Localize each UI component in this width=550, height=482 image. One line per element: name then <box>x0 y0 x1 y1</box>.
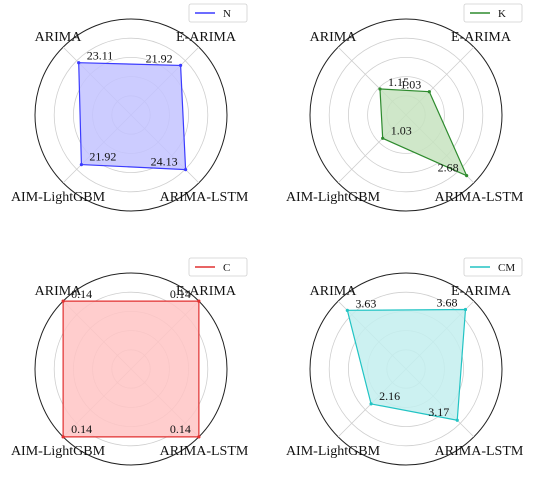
outer-ring <box>34 272 228 466</box>
value-label-arima-lstm: 0.14 <box>170 422 191 436</box>
grid-ring <box>53 291 209 447</box>
data-point-aim-lightgbm <box>79 162 84 167</box>
legend-label: K <box>498 8 506 20</box>
data-point-arima-lstm <box>183 167 188 172</box>
data-point-e-arima <box>427 90 431 94</box>
legend-box <box>463 257 523 277</box>
legend-box <box>463 3 523 23</box>
axis-label-arima-lstm: ARIMA-LSTM <box>160 190 249 205</box>
data-point-aim-lightgbm <box>61 435 65 439</box>
value-label-e-arima: 0.14 <box>170 287 191 301</box>
value-label-arima: 23.11 <box>87 49 114 63</box>
data-point-arima-lstm <box>455 418 459 422</box>
data-point-aim-lightgbm <box>381 136 385 140</box>
data-point-e-arima <box>197 299 201 303</box>
value-label-aim-lightgbm: 0.14 <box>71 422 92 436</box>
grid-ring <box>73 57 189 173</box>
value-label-arima: 3.63 <box>355 296 376 310</box>
legend: CM <box>463 257 523 277</box>
grid-ring <box>53 37 209 193</box>
axis-label-aim-lightgbm: AIM-LightGBM <box>286 444 381 459</box>
grid-ring <box>367 76 445 154</box>
value-label-arima: 0.14 <box>71 287 92 301</box>
data-point-arima <box>378 87 382 91</box>
outer-ring <box>309 18 503 212</box>
axis-label-e-arima: E-ARIMA <box>451 284 512 299</box>
value-label-arima-lstm: 2.68 <box>438 161 459 175</box>
radar-chart-n: 23.11 21.92 24.13 21.92 ARIMA E-ARIMA ARIMA-LS… <box>11 3 249 212</box>
value-label-arima-lstm: 3.17 <box>428 405 449 419</box>
value-label-aim-lightgbm: 21.92 <box>89 150 116 164</box>
legend-box <box>188 257 248 277</box>
legend: C <box>188 257 248 277</box>
value-label-arima-lstm: 24.13 <box>151 155 178 169</box>
axis-label-e-arima: E-ARIMA <box>451 30 512 45</box>
value-label-arima: 1.15 <box>388 75 409 89</box>
axis-label-aim-lightgbm: AIM-LightGBM <box>286 190 381 205</box>
legend-box <box>188 3 248 23</box>
axis-label-arima-lstm: ARIMA-LSTM <box>435 444 524 459</box>
value-label-aim-lightgbm: 1.03 <box>391 123 412 137</box>
legend-label: N <box>223 8 231 20</box>
data-point-arima <box>61 299 65 303</box>
grid-ring <box>328 37 484 193</box>
axis-label-arima-lstm: ARIMA-LSTM <box>435 190 524 205</box>
axis-label-arima-lstm: ARIMA-LSTM <box>160 444 249 459</box>
grid-ring <box>328 291 484 447</box>
value-label-aim-lightgbm: 2.16 <box>379 389 400 403</box>
data-point-arima-lstm <box>465 174 469 178</box>
radar-chart-cm: 3.63 3.68 3.17 2.16 ARIMA E-ARIMA ARIMA-LSTM AI… <box>286 257 524 466</box>
data-point-arima <box>345 308 349 312</box>
data-point-arima-lstm <box>197 435 201 439</box>
axis-label-e-arima: E-ARIMA <box>176 284 237 299</box>
data-point-e-arima <box>463 307 468 312</box>
legend-label: CM <box>498 262 515 274</box>
axis-label-e-arima: E-ARIMA <box>176 30 237 45</box>
series-area-cm <box>346 308 467 421</box>
value-label-e-arima: 21.92 <box>146 51 173 65</box>
axis-label-arima: ARIMA <box>35 284 83 299</box>
legend: N <box>188 3 248 23</box>
data-point-aim-lightgbm <box>369 402 373 406</box>
series-area-c <box>62 300 200 438</box>
outer-ring <box>309 272 503 466</box>
value-label-e-arima: 1.03 <box>400 78 421 92</box>
data-point-arima <box>77 61 81 65</box>
axis-label-aim-lightgbm: AIM-LightGBM <box>11 444 106 459</box>
outer-ring <box>34 18 228 212</box>
axis-label-aim-lightgbm: AIM-LightGBM <box>11 190 106 205</box>
axis-label-arima: ARIMA <box>310 30 358 45</box>
legend-label: C <box>223 262 230 274</box>
value-label-e-arima: 3.68 <box>436 296 457 310</box>
data-point-e-arima <box>178 63 183 68</box>
grid-ring <box>347 57 464 173</box>
axis-label-arima: ARIMA <box>310 284 358 299</box>
legend: K <box>463 3 523 23</box>
axis-label-arima: ARIMA <box>35 30 83 45</box>
